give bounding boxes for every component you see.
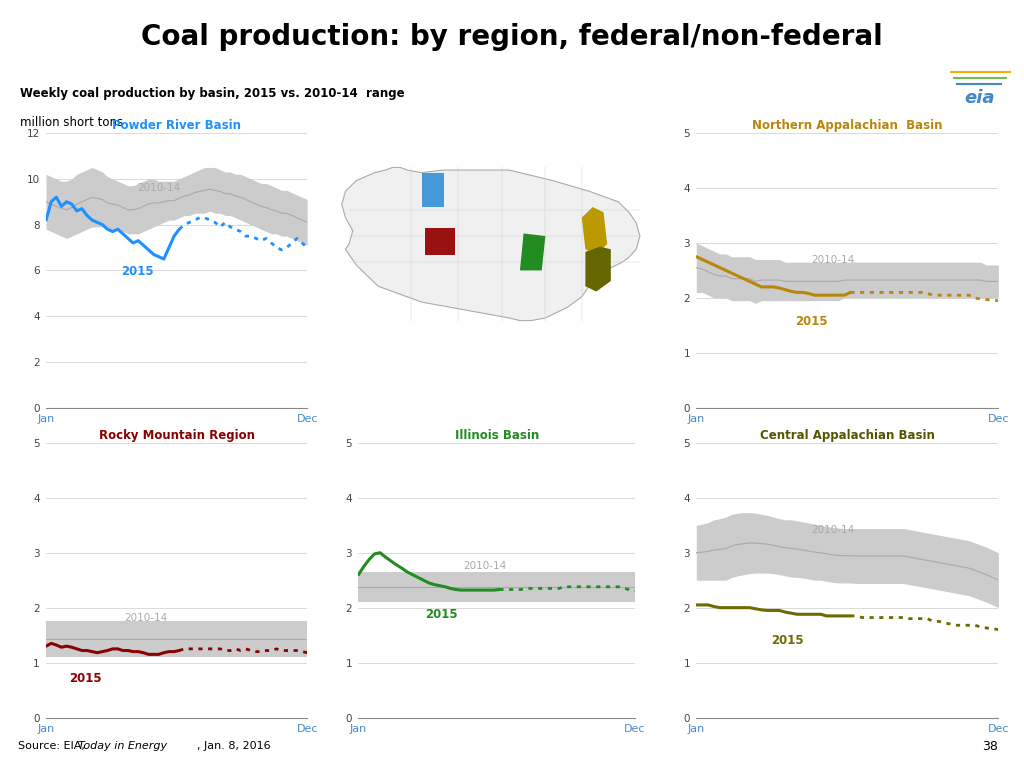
- Polygon shape: [422, 173, 443, 207]
- Text: 2015: 2015: [771, 634, 803, 647]
- Text: 2015: 2015: [121, 265, 154, 278]
- Polygon shape: [586, 247, 610, 292]
- Text: Today in Energy: Today in Energy: [78, 741, 167, 751]
- Text: million short tons: million short tons: [20, 116, 124, 129]
- Text: 38: 38: [982, 740, 998, 753]
- Title: Central Appalachian Basin: Central Appalachian Basin: [760, 429, 935, 442]
- Text: 2010-14: 2010-14: [464, 561, 507, 571]
- Text: 2015: 2015: [795, 316, 827, 329]
- Text: 2015: 2015: [425, 607, 458, 621]
- Text: , Jan. 8, 2016: , Jan. 8, 2016: [197, 741, 270, 751]
- Text: Source: EIA,: Source: EIA,: [18, 741, 89, 751]
- Polygon shape: [425, 228, 455, 254]
- Polygon shape: [520, 233, 546, 270]
- Polygon shape: [582, 207, 607, 254]
- Text: 2010-14: 2010-14: [137, 184, 180, 194]
- Title: Powder River Basin: Powder River Basin: [113, 119, 241, 132]
- Title: Northern Appalachian  Basin: Northern Appalachian Basin: [752, 119, 943, 132]
- Text: 2010-14: 2010-14: [125, 613, 168, 623]
- Title: Rocky Mountain Region: Rocky Mountain Region: [98, 429, 255, 442]
- Text: eia: eia: [965, 89, 995, 108]
- Text: 2010-14: 2010-14: [811, 525, 854, 535]
- Text: Weekly coal production by basin, 2015 vs. 2010-14  range: Weekly coal production by basin, 2015 vs…: [20, 87, 406, 100]
- Title: Illinois Basin: Illinois Basin: [455, 429, 539, 442]
- Text: 2015: 2015: [69, 673, 101, 686]
- Text: Coal production: by region, federal/non-federal: Coal production: by region, federal/non-…: [141, 23, 883, 51]
- Polygon shape: [342, 167, 640, 320]
- Text: 2010-14: 2010-14: [811, 255, 854, 265]
